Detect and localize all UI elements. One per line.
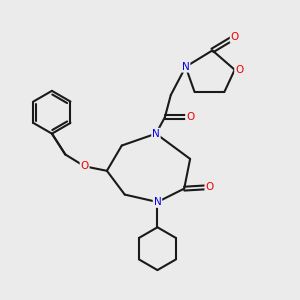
Text: N: N: [182, 62, 190, 72]
Text: N: N: [152, 129, 160, 139]
Text: N: N: [154, 197, 161, 207]
Text: O: O: [235, 65, 243, 75]
Text: O: O: [186, 112, 194, 122]
Text: O: O: [80, 161, 89, 171]
Text: O: O: [231, 32, 239, 42]
Text: O: O: [205, 182, 214, 192]
